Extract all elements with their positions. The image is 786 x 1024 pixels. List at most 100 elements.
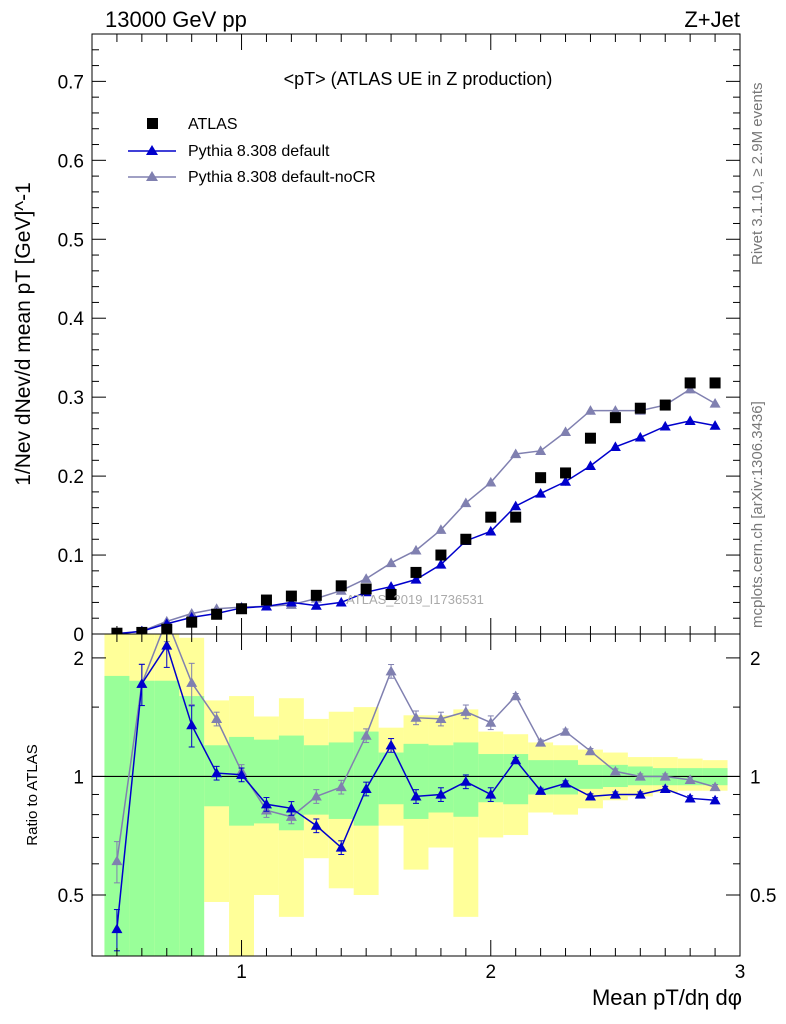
main-default-point <box>510 500 522 511</box>
ratio-nocr-point <box>485 717 497 727</box>
ratio-default-point <box>360 783 372 793</box>
main-default-point <box>435 559 447 569</box>
ratio-y-tick-label: 1 <box>73 767 84 788</box>
main-atlas-point <box>435 549 447 561</box>
main-nocr-point <box>460 497 472 508</box>
ratio-default-point <box>236 769 248 779</box>
main-nocr-point <box>709 397 721 408</box>
main-atlas-point <box>310 589 322 601</box>
main-atlas-point <box>535 472 547 484</box>
main-default-point <box>634 431 646 442</box>
ratio-default-point <box>260 798 272 809</box>
watermark: ATLAS_2019_I1736531 <box>346 592 484 607</box>
main-atlas-point <box>709 377 721 389</box>
ratio-x-tick-label: 2 <box>485 962 496 983</box>
ratio-default-point <box>111 923 123 934</box>
header-right: Z+Jet <box>684 7 740 32</box>
ratio-default-point <box>709 794 721 805</box>
ratio-nocr-point <box>609 765 621 776</box>
main-default-point <box>584 460 596 470</box>
main-atlas-point <box>285 590 297 602</box>
ratio-nocr-point <box>460 706 472 716</box>
ratio-nocr-point <box>435 713 447 724</box>
main-atlas-point <box>236 603 248 615</box>
ratio-default-point <box>684 792 696 803</box>
ratio-y-tick-label: 0.5 <box>58 886 84 907</box>
ratio-default-point <box>510 754 522 765</box>
main-y-tick-label: 0.1 <box>58 546 84 567</box>
ratio-nocr-point <box>285 811 297 821</box>
ratio-nocr-point <box>510 690 522 701</box>
ratio-nocr-point <box>186 677 198 687</box>
main-nocr-point <box>435 524 447 534</box>
main-y-tick-label: 0.5 <box>58 230 84 251</box>
ratio-default-point <box>385 739 397 750</box>
ratio-default-point <box>186 719 198 730</box>
ratio-default-point <box>485 788 497 799</box>
ratio-band-inner <box>129 680 155 956</box>
ratio-y-tick-label: 2 <box>73 649 84 670</box>
main-atlas-point <box>385 589 397 601</box>
main-atlas-point <box>609 412 621 424</box>
ratio-default-point <box>136 678 148 688</box>
legend-nocr-marker <box>146 171 158 181</box>
main-nocr-point <box>385 557 397 568</box>
main-atlas-point <box>560 467 572 479</box>
legend-atlas-label: ATLAS <box>188 116 238 133</box>
ratio-default-point <box>161 640 173 650</box>
ratio-band-inner <box>403 743 429 819</box>
main-default-point <box>485 525 497 536</box>
rivet-label: Rivet 3.1.10, ≥ 2.9M events <box>749 83 766 266</box>
ratio-band-inner <box>428 745 454 813</box>
main-atlas-point <box>260 594 272 606</box>
main-atlas-point <box>186 616 198 628</box>
ratio-nocr-point <box>310 790 322 801</box>
mcplots-label: mcplots.cern.ch [arXiv:1306.3436] <box>749 401 766 628</box>
ratio-y-label: Ratio to ATLAS <box>24 744 41 845</box>
main-y-label: 1/Nev dNev/d mean pT [GeV]^-1 <box>12 182 35 486</box>
header-left: 13000 GeV pp <box>105 7 247 32</box>
ratio-y-tick-label-right: 2 <box>750 649 761 670</box>
main-panel: 0 0.1 0.2 0.3 0.4 0.5 0.6 0.7 <pT> (ATLAS UE in… <box>12 33 741 646</box>
main-atlas-point <box>634 402 646 414</box>
ratio-data-marks <box>111 634 721 952</box>
main-atlas-point <box>161 623 173 635</box>
main-default-point <box>385 581 397 591</box>
main-atlas-point <box>684 377 696 389</box>
ratio-x-tick-label: 3 <box>735 962 746 983</box>
main-default-point <box>260 600 272 611</box>
ratio-y-tick-label-right: 0.5 <box>750 886 776 907</box>
main-default-point <box>609 441 621 452</box>
main-default-point <box>684 415 696 425</box>
ratio-default-point <box>560 777 572 788</box>
main-nocr-point <box>360 573 372 583</box>
ratio-default-point <box>211 767 223 778</box>
main-data-marks <box>111 377 721 639</box>
ratio-default-point <box>609 788 621 799</box>
main-atlas-point <box>485 511 497 523</box>
legend: ATLAS Pythia 8.308 default Pythia 8.308 … <box>128 116 376 186</box>
ratio-band-inner <box>353 731 379 826</box>
ratio-nocr-point <box>335 781 347 792</box>
main-nocr-point <box>535 445 547 455</box>
main-default-point <box>535 487 547 498</box>
main-default-point <box>310 600 322 610</box>
main-atlas-point <box>111 627 123 639</box>
ratio-band-inner <box>553 760 578 795</box>
ratio-x-tick-label: 1 <box>236 962 247 983</box>
main-atlas-point <box>460 533 472 545</box>
ratio-default-point <box>659 783 671 793</box>
main-default-point <box>659 420 671 431</box>
main-y-tick-label: 0.3 <box>58 388 84 409</box>
legend-default-label: Pythia 8.308 default <box>188 143 330 160</box>
legend-default-marker <box>146 145 158 155</box>
main-default-point <box>410 574 422 584</box>
ratio-default-point <box>310 820 322 830</box>
main-default-point <box>560 476 572 486</box>
ratio-nocr-point <box>111 855 123 866</box>
main-atlas-point <box>335 580 347 592</box>
ratio-nocr-point <box>684 774 696 785</box>
main-nocr-point <box>410 544 422 555</box>
main-axis-ticks: 0 0.1 0.2 0.3 0.4 0.5 0.6 0.7 <box>58 34 740 646</box>
